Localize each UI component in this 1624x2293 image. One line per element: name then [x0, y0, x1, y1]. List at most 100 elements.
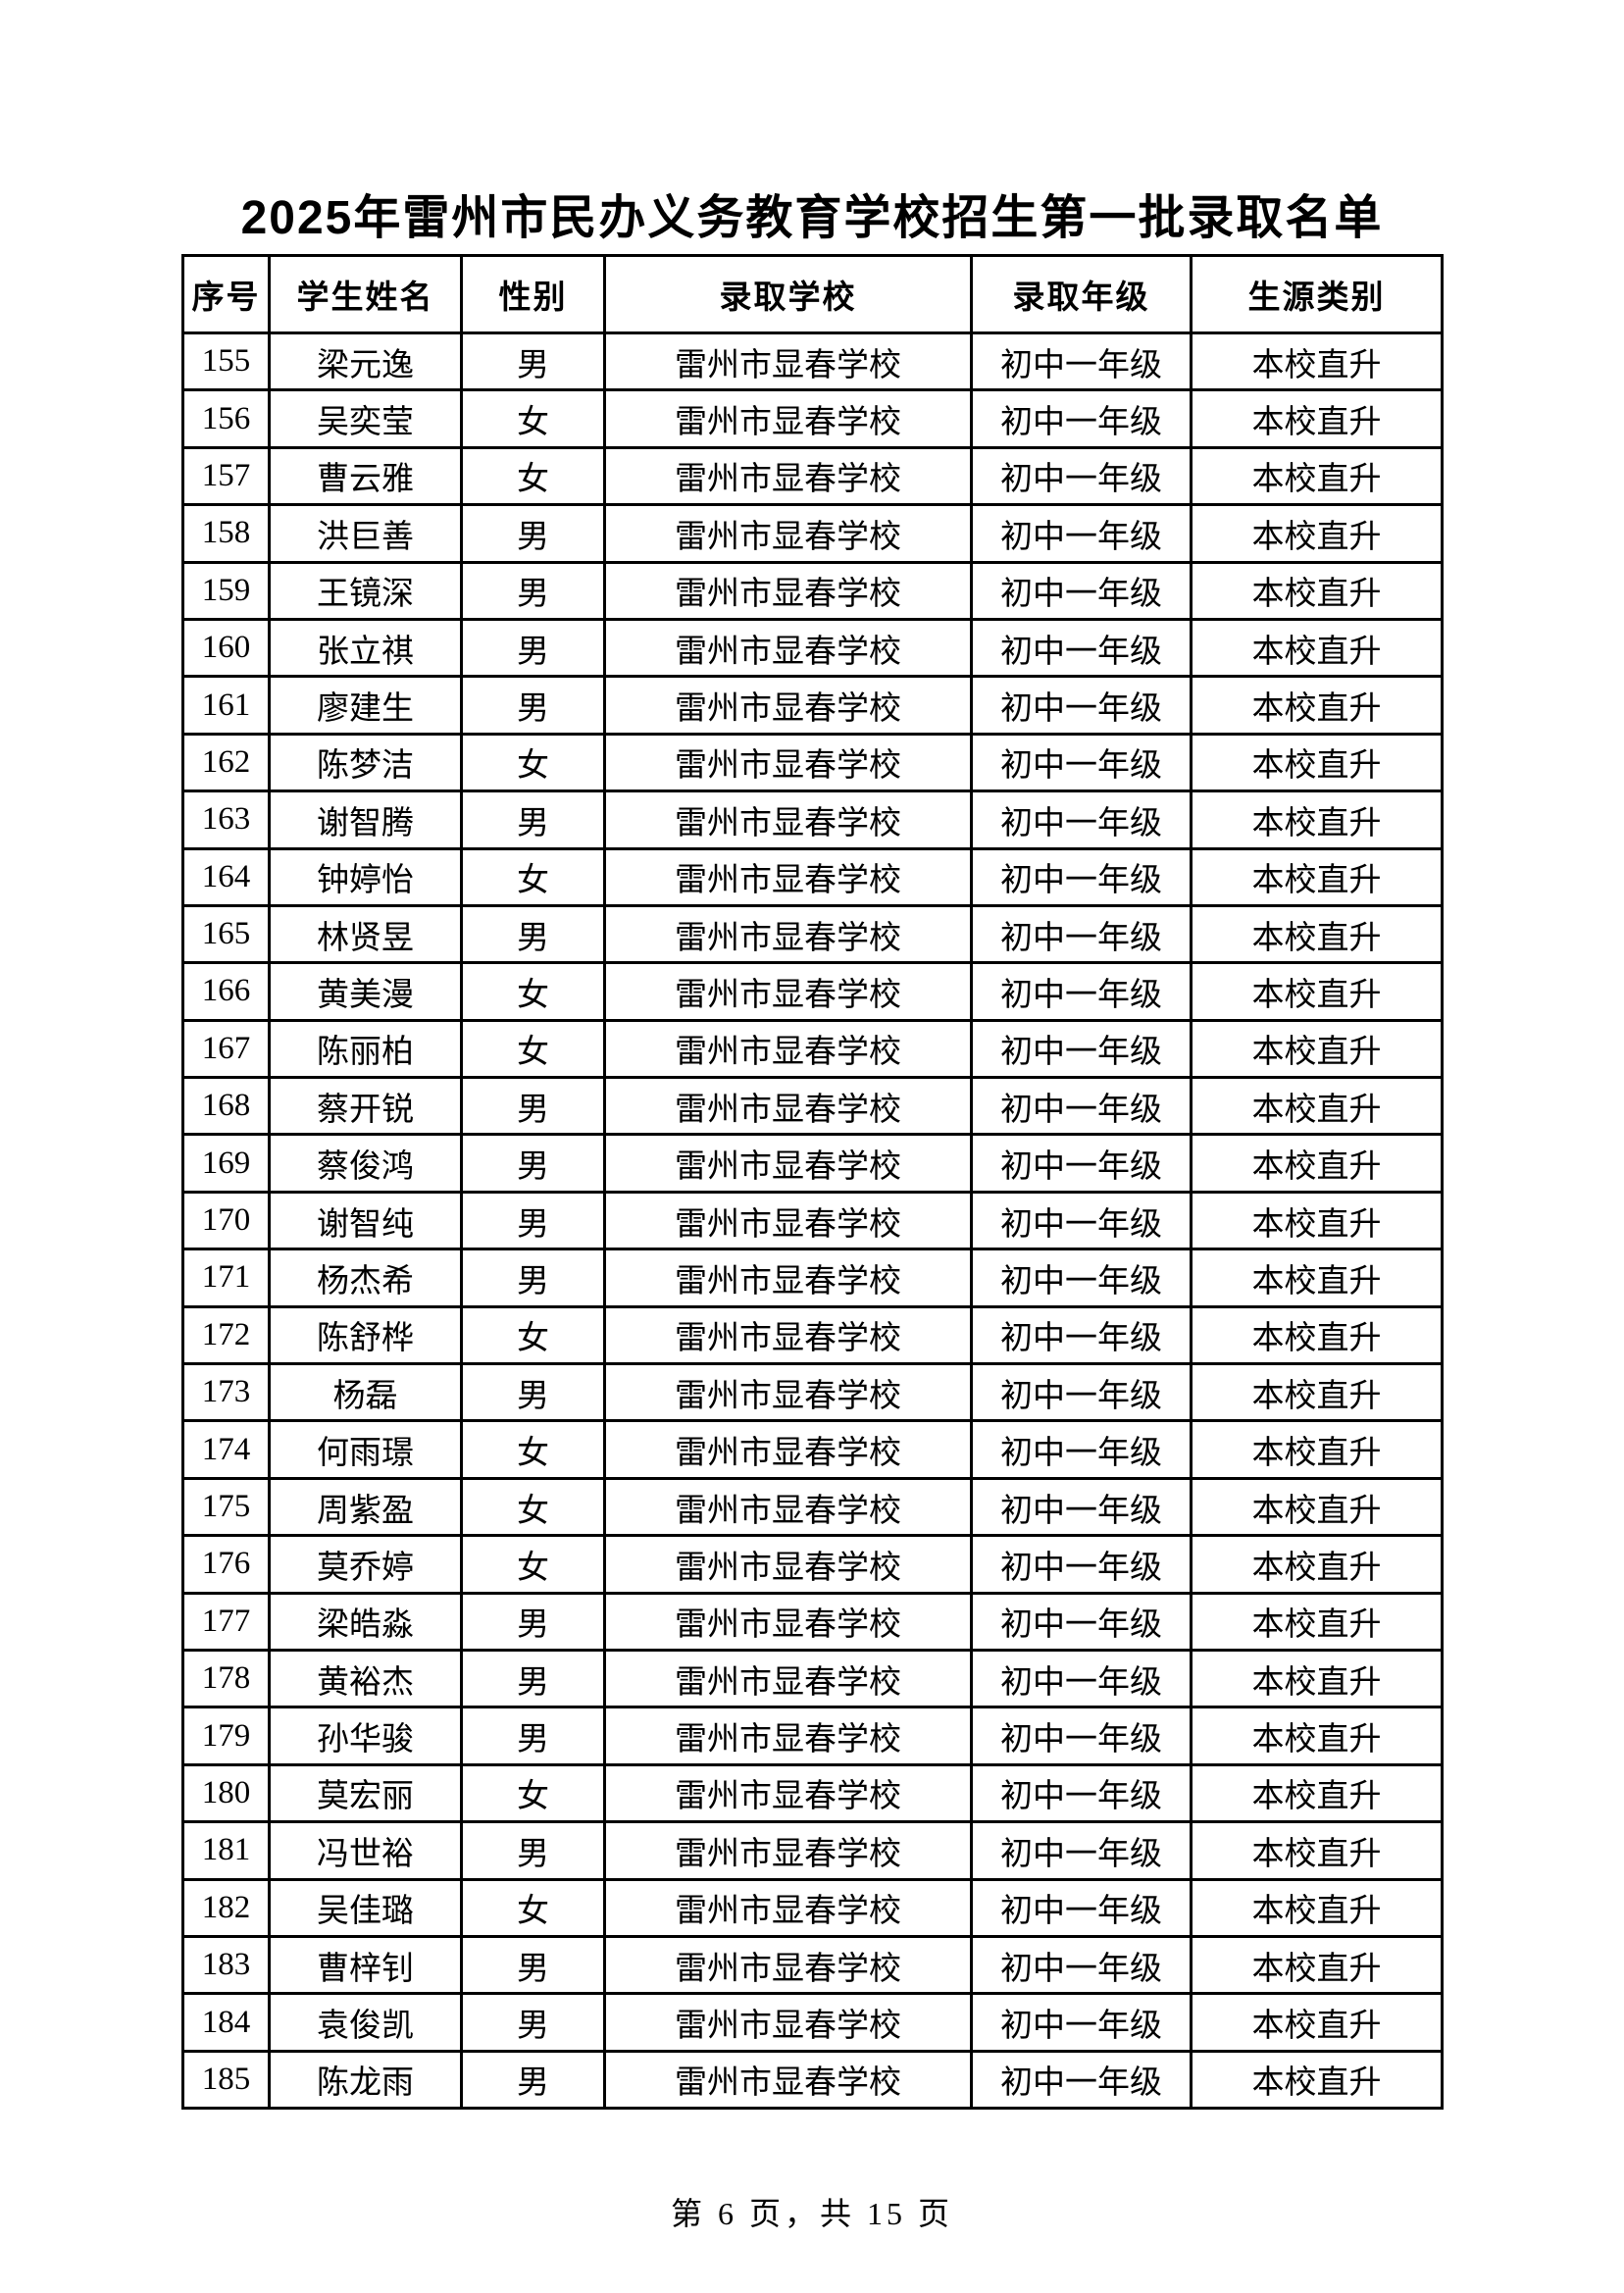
- table-header: 序号 学生姓名 性别 录取学校 录取年级 生源类别: [181, 254, 1444, 334]
- table-cell: 初中一年级: [970, 1534, 1193, 1595]
- table-cell: 本校直升: [1190, 1419, 1444, 1480]
- table-cell: 163: [181, 790, 271, 850]
- table-cell: 林贤昱: [268, 903, 463, 965]
- table-cell: 159: [181, 560, 271, 621]
- table-cell: 廖建生: [268, 675, 463, 736]
- table-cell: 182: [181, 1877, 271, 1938]
- table-cell: 黄裕杰: [268, 1648, 463, 1709]
- table-cell: 谢智纯: [268, 1190, 463, 1251]
- page-number: 第 6 页，共 15 页: [670, 2196, 953, 2231]
- table-cell: 雷州市显春学校: [603, 2049, 973, 2111]
- table-cell: 雷州市显春学校: [603, 1877, 973, 1938]
- table-cell: 本校直升: [1190, 560, 1444, 621]
- table-cell: 初中一年级: [970, 675, 1193, 736]
- table-cell: 本校直升: [1190, 2049, 1444, 2111]
- table-cell: 雷州市显春学校: [603, 1018, 973, 1080]
- table-cell: 初中一年级: [970, 617, 1193, 679]
- table-cell: 初中一年级: [970, 1648, 1193, 1709]
- table-row: 171 杨杰希男雷州市显春学校 初中一年级 本校直升: [181, 1248, 1444, 1308]
- table-row: 181 冯世裕男雷州市显春学校 初中一年级 本校直升: [181, 1820, 1444, 1881]
- table-row: 183 曹梓钊男雷州市显春学校 初中一年级 本校直升: [181, 1934, 1444, 1996]
- table-cell: 钟婷怡: [268, 846, 463, 907]
- table-cell: 175: [181, 1476, 271, 1538]
- table-cell: 梁皓淼: [268, 1591, 463, 1652]
- table-row: 182 吴佳璐女雷州市显春学校 初中一年级 本校直升: [181, 1877, 1444, 1938]
- table-cell: 171: [181, 1248, 271, 1308]
- table-cell: 男: [460, 1820, 606, 1881]
- table-row: 170 谢智纯男雷州市显春学校 初中一年级 本校直升: [181, 1190, 1444, 1251]
- table-cell: 陈丽柏: [268, 1018, 463, 1080]
- table-cell: 孙华骏: [268, 1706, 463, 1766]
- table-cell: 169: [181, 1133, 271, 1194]
- table-cell: 本校直升: [1190, 903, 1444, 965]
- table-cell: 初中一年级: [970, 1304, 1193, 1366]
- table-cell: 曹梓钊: [268, 1934, 463, 1996]
- table-cell: 本校直升: [1190, 732, 1444, 793]
- table-cell: 174: [181, 1419, 271, 1480]
- table-row: 176 莫乔婷女雷州市显春学校 初中一年级 本校直升: [181, 1534, 1444, 1595]
- table-cell: 雷州市显春学校: [603, 846, 973, 907]
- table-row: 165 林贤昱男雷州市显春学校 初中一年级 本校直升: [181, 903, 1444, 965]
- table-cell: 初中一年级: [970, 1190, 1193, 1251]
- header-cell-index: 序号: [181, 254, 271, 334]
- table-cell: 男: [460, 1706, 606, 1766]
- table-body: 155 梁元逸男雷州市显春学校 初中一年级 本校直升 156 吴奕莹女雷州市显春学校 初中一…: [181, 331, 1444, 2111]
- table-cell: 蔡开锐: [268, 1076, 463, 1137]
- table-cell: 莫宏丽: [268, 1762, 463, 1824]
- table-row: 157 曹云雅女雷州市显春学校 初中一年级 本校直升: [181, 445, 1444, 507]
- table-cell: 雷州市显春学校: [603, 1820, 973, 1881]
- table-cell: 初中一年级: [970, 560, 1193, 621]
- table-cell: 162: [181, 732, 271, 793]
- table-cell: 初中一年级: [970, 1934, 1193, 1996]
- table-cell: 本校直升: [1190, 617, 1444, 679]
- table-row: 169 蔡俊鸿男雷州市显春学校 初中一年级 本校直升: [181, 1133, 1444, 1194]
- table-cell: 周紫盈: [268, 1476, 463, 1538]
- table-cell: 男: [460, 503, 606, 564]
- table-cell: 本校直升: [1190, 1133, 1444, 1194]
- header-cell-name: 学生姓名: [268, 254, 463, 334]
- table-cell: 雷州市显春学校: [603, 1992, 973, 2053]
- table-cell: 173: [181, 1362, 271, 1423]
- table-cell: 雷州市显春学校: [603, 1648, 973, 1709]
- table-row: 155 梁元逸男雷州市显春学校 初中一年级 本校直升: [181, 331, 1444, 392]
- table-cell: 雷州市显春学校: [603, 1934, 973, 1996]
- table-cell: 166: [181, 961, 271, 1022]
- table-cell: 男: [460, 1362, 606, 1423]
- table-row: 184 袁俊凯男雷州市显春学校 初中一年级 本校直升: [181, 1992, 1444, 2053]
- table-cell: 雷州市显春学校: [603, 961, 973, 1022]
- table-cell: 初中一年级: [970, 1820, 1193, 1881]
- table-cell: 初中一年级: [970, 1419, 1193, 1480]
- table-cell: 初中一年级: [970, 331, 1193, 392]
- table-cell: 女: [460, 1534, 606, 1595]
- table-cell: 曹云雅: [268, 445, 463, 507]
- table-cell: 吴佳璐: [268, 1877, 463, 1938]
- table-cell: 158: [181, 503, 271, 564]
- table-row: 168 蔡开锐男雷州市显春学校 初中一年级 本校直升: [181, 1076, 1444, 1137]
- header-cell-source-type: 生源类别: [1190, 254, 1444, 334]
- table-row: 162 陈梦洁女雷州市显春学校 初中一年级 本校直升: [181, 732, 1444, 793]
- table-row: 158 洪巨善男雷州市显春学校 初中一年级 本校直升: [181, 503, 1444, 564]
- table-cell: 184: [181, 1992, 271, 2053]
- table-cell: 陈舒桦: [268, 1304, 463, 1366]
- table-cell: 本校直升: [1190, 1076, 1444, 1137]
- table-cell: 168: [181, 1076, 271, 1137]
- table-cell: 155: [181, 331, 271, 392]
- table-cell: 雷州市显春学校: [603, 1706, 973, 1766]
- table-cell: 男: [460, 560, 606, 621]
- table-cell: 男: [460, 2049, 606, 2111]
- table-row: 175 周紫盈女雷州市显春学校 初中一年级 本校直升: [181, 1476, 1444, 1538]
- table-cell: 雷州市显春学校: [603, 903, 973, 965]
- table-cell: 女: [460, 1762, 606, 1824]
- table-cell: 女: [460, 1476, 606, 1538]
- table-cell: 雷州市显春学校: [603, 790, 973, 850]
- table-cell: 初中一年级: [970, 961, 1193, 1022]
- table-cell: 男: [460, 1934, 606, 1996]
- table-row: 185 陈龙雨男雷州市显春学校 初中一年级 本校直升: [181, 2049, 1444, 2111]
- table-row: 164 钟婷怡女雷州市显春学校 初中一年级 本校直升: [181, 846, 1444, 907]
- table-cell: 180: [181, 1762, 271, 1824]
- table-cell: 初中一年级: [970, 445, 1193, 507]
- table-cell: 雷州市显春学校: [603, 1304, 973, 1366]
- table-cell: 初中一年级: [970, 2049, 1193, 2111]
- table-cell: 雷州市显春学校: [603, 388, 973, 449]
